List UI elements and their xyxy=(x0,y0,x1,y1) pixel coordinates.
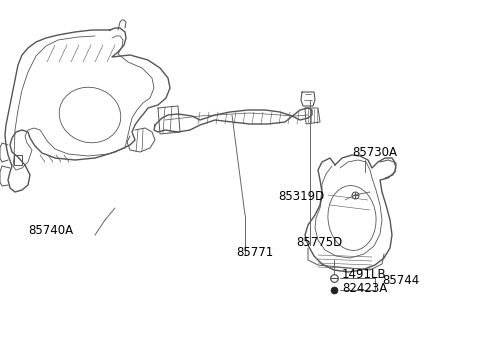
Text: 1491LB: 1491LB xyxy=(342,269,386,282)
Text: 85740A: 85740A xyxy=(28,224,73,237)
Text: 85744: 85744 xyxy=(382,274,419,288)
Text: 85730A: 85730A xyxy=(352,145,397,158)
Text: 85771: 85771 xyxy=(236,246,273,258)
Text: 85775D: 85775D xyxy=(296,235,342,248)
Text: 82423A: 82423A xyxy=(342,282,387,294)
Text: 85319D: 85319D xyxy=(278,189,324,202)
